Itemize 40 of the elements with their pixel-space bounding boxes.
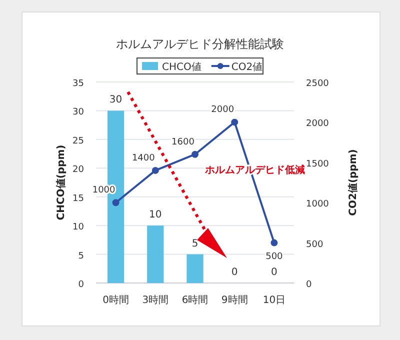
point	[112, 199, 120, 206]
point	[152, 166, 159, 174]
y2-tick-label: 1000	[306, 200, 330, 210]
bar	[186, 254, 204, 283]
y2-tick-label: 2500	[306, 79, 330, 89]
point	[270, 239, 278, 246]
legend-label: CHCO値	[162, 61, 202, 73]
data-label: 1600	[172, 137, 195, 148]
y-tick-label: 30	[72, 108, 84, 118]
data-label: 500	[266, 252, 284, 262]
data-label: 1400	[132, 153, 156, 164]
data-label: 2000	[211, 105, 234, 116]
data-label: 0	[271, 267, 278, 278]
y-tick-label: 10	[72, 222, 84, 233]
data-label: 0	[231, 267, 238, 278]
point	[192, 150, 198, 158]
y-tick-label: 5	[78, 251, 84, 262]
y2-tick-label: 0	[306, 280, 312, 290]
y-tick-label: 0	[78, 280, 84, 290]
y2-tick-label: 1500	[306, 159, 330, 170]
y2-axis-title: CO2値(ppm)	[347, 149, 359, 216]
data-label: 10	[149, 210, 162, 221]
y-tick-label: 35	[72, 79, 84, 89]
bar	[147, 226, 164, 283]
point	[231, 118, 238, 126]
x-tick-label: 6時間	[182, 294, 208, 306]
x-tick-label: 3時間	[142, 294, 169, 306]
y2-tick-label: 2000	[306, 119, 330, 130]
legend-label: CO2値	[231, 61, 263, 73]
y-tick-label: 25	[72, 136, 84, 146]
chart-title: ホルムアルデヒド分解性能試験	[116, 37, 284, 51]
y-tick-label: 20	[72, 165, 84, 176]
x-tick-label: 0時間	[102, 294, 129, 306]
x-tick-label: 10日	[262, 295, 286, 306]
data-label: 30	[109, 94, 122, 106]
y-tick-label: 15	[72, 194, 84, 204]
y2-tick-label: 500	[306, 240, 324, 250]
data-label: 5	[192, 238, 198, 250]
y-axis-title: CHCO値(ppm)	[55, 144, 67, 220]
x-tick-label: 9時間	[221, 294, 248, 306]
